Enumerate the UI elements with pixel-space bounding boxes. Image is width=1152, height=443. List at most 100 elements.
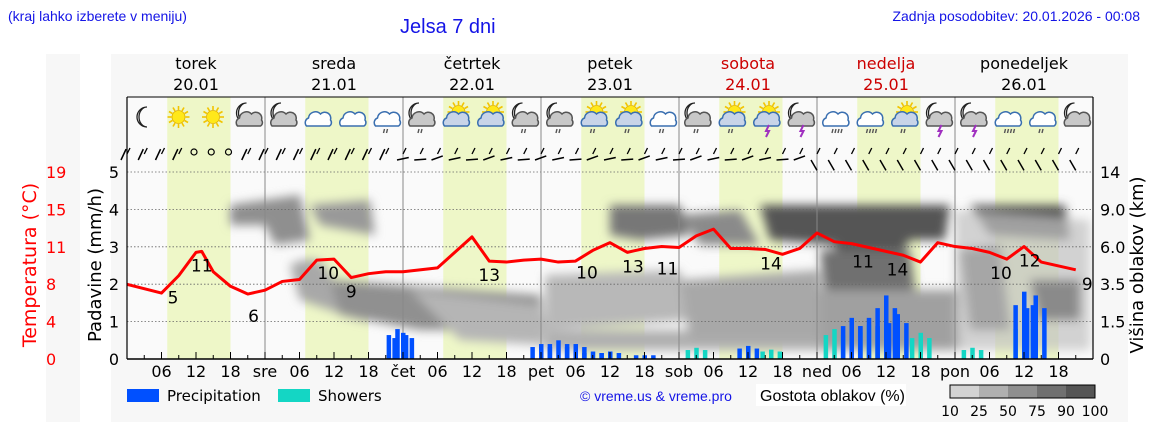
wind-barb-icon [655,147,668,161]
wind-barb-icon [448,147,461,161]
wind-barb-icon [172,147,183,161]
wind-barb-icon [500,147,513,161]
temperature-line [126,227,1077,296]
x-axis-labels: 06 12 18 sre 06 12 18 čet 06 12 18 pet 06 12 18 sob 06 12… [151,362,1068,381]
svg-text:18: 18 [220,362,240,381]
svg-text:90: 90 [1057,404,1075,420]
sun-cloud-icon [477,101,505,127]
wind-barb-icon [638,147,651,161]
cloud-heavy-rain-icon [994,111,1023,134]
wind-barb-icon [258,147,269,161]
wind-barb-icon [827,147,838,171]
temperature-labels: 5 11 6 10 9 13 10 13 11 14 11 14 10 12 9 [168,252,1093,328]
wind-barb-icon [327,147,338,161]
wind-barb-icon [931,147,942,171]
wind-barb-icon [344,147,355,161]
svg-text:15: 15 [46,200,66,219]
temperature-value-label: 10 [990,264,1012,284]
svg-text:06: 06 [565,362,585,381]
moon-cloud-thunder-icon [925,102,954,138]
cloud-rain-icon [373,111,402,134]
wind-barb-icon [1069,147,1080,171]
wind-barb-icon [1051,147,1063,171]
temperature-axis-ticks: 0 4 8 11 15 19 [46,163,66,369]
svg-text:06: 06 [979,362,999,381]
wind-barb-icon [844,147,856,171]
svg-text:sre: sre [253,362,277,381]
svg-text:75: 75 [1028,404,1046,420]
wind-barb-icon [154,147,166,161]
svg-text:pet: pet [528,362,554,381]
wind-barb-icon [896,147,907,171]
showers-legend-swatch [278,389,310,402]
cloud-rain-icon [1029,111,1057,134]
svg-text:14: 14 [1100,163,1120,182]
wind-barb-icon [913,147,925,171]
wind-barb-icon [879,147,890,171]
wind-barb-icon [137,147,148,161]
svg-text:čet: čet [391,362,416,381]
wind-barb-icon [948,147,959,171]
svg-text:06: 06 [841,362,861,381]
sun-cloud-rain-icon [891,101,919,134]
cloud-icon [304,111,333,127]
svg-text:0: 0 [109,350,119,369]
cloud-density-scale: 10 25 50 75 90 100 [941,384,1109,420]
svg-text:12: 12 [738,362,758,381]
svg-text:10: 10 [941,404,959,420]
temperature-value-label: 10 [317,264,339,284]
svg-text:06: 06 [427,362,447,381]
svg-text:18: 18 [772,362,792,381]
svg-text:0: 0 [1100,350,1110,369]
svg-text:18: 18 [1048,362,1068,381]
wind-barb-icon [379,147,390,161]
precipitation-bars [386,291,1047,359]
svg-text:06: 06 [703,362,723,381]
day-separators [264,97,956,359]
day-date-label: 24.01 [725,75,771,94]
wind-barb-icon [1017,147,1028,171]
wind-barb-icon [292,147,304,161]
svg-text:2: 2 [109,275,119,294]
wind-barb-icon [621,147,634,161]
temperature-value-label: 14 [760,254,782,274]
svg-text:18: 18 [910,362,930,381]
x-axis-ticks [126,352,1094,359]
cloud-icon [339,111,367,127]
moon-cloud-rain-icon [546,102,574,134]
day-name-label: torek [175,54,217,73]
svg-text:0: 0 [46,350,56,369]
wind-barb-icon [741,147,754,161]
svg-text:9.0: 9.0 [1100,200,1125,219]
wind-barb-icon [396,147,409,161]
temperature-value-label: 5 [168,289,179,309]
svg-text:12: 12 [186,362,206,381]
svg-text:ned: ned [802,362,832,381]
temperature-value-label: 10 [576,263,598,283]
wind-barb-icon [689,147,702,161]
wind-barb-icon [431,147,444,161]
day-date-label: 26.01 [1001,75,1047,94]
wind-barb-icon [603,147,616,161]
svg-text:12: 12 [876,362,896,381]
day-date-label: 21.01 [311,75,357,94]
svg-text:4: 4 [46,313,56,332]
region-selection-note: (kraj lahko izberete v meniju) [8,8,187,24]
svg-text:pon: pon [940,362,970,381]
sun-icon [167,106,190,128]
cloud-height-axis-ticks: 0 1.5 3.5 6.0 9.0 14 [1100,163,1125,369]
wind-barb-icon [482,147,495,161]
sun-cloud-rain-icon [580,101,609,134]
svg-text:8: 8 [46,275,56,294]
svg-text:12: 12 [324,362,344,381]
svg-text:50: 50 [999,404,1017,420]
cloud-rain-icon [649,111,678,134]
wind-barb-icon [465,147,479,161]
svg-text:6.0: 6.0 [1100,238,1125,257]
svg-text:100: 100 [1082,404,1109,420]
moon-cloud-thunder-icon [787,102,816,138]
svg-text:11: 11 [46,238,66,257]
day-date-label: 25.01 [863,75,909,94]
precipitation-legend-swatch [127,389,159,402]
last-update-timestamp: Zadnja posodobitev: 20.01.2026 - 00:08 [892,8,1140,24]
